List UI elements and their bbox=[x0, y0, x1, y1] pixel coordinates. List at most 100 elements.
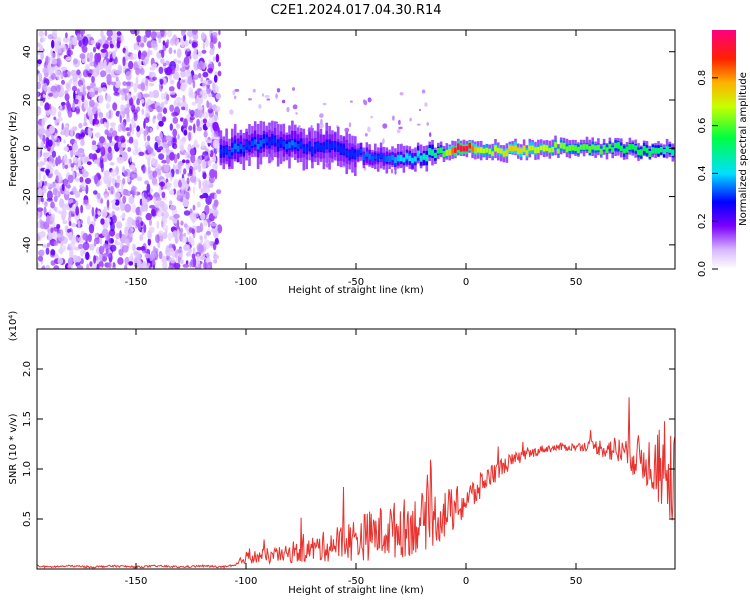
heatmap-cell bbox=[171, 142, 175, 149]
heatmap-cell bbox=[577, 146, 580, 154]
heatmap-cell bbox=[39, 44, 44, 54]
heatmap-cell bbox=[176, 229, 180, 239]
heatmap-cell bbox=[159, 78, 164, 85]
heatmap-cell bbox=[69, 78, 73, 83]
heatmap-cell bbox=[418, 109, 422, 111]
heatmap-cell bbox=[131, 203, 136, 214]
heatmap-cell bbox=[124, 94, 128, 101]
heatmap-cell bbox=[57, 111, 62, 118]
heatmap-cell bbox=[597, 144, 600, 151]
heatmap-cell bbox=[206, 121, 210, 129]
heatmap-cell bbox=[213, 242, 217, 251]
heatmap-cell bbox=[37, 262, 40, 268]
heatmap-cell bbox=[197, 263, 202, 269]
heatmap-cell bbox=[160, 58, 165, 64]
heatmap-cell bbox=[582, 144, 586, 150]
heatmap-cell bbox=[109, 162, 115, 166]
heatmap-cell bbox=[297, 125, 301, 128]
heatmap-cell bbox=[98, 245, 105, 255]
heatmap-cell bbox=[488, 148, 491, 155]
heatmap-cell bbox=[133, 139, 139, 149]
heatmap-cell bbox=[70, 163, 75, 168]
heatmap-cell bbox=[156, 124, 160, 131]
heatmap-cell bbox=[140, 36, 144, 42]
heatmap-cell bbox=[648, 151, 652, 157]
heatmap-cell bbox=[150, 40, 158, 48]
heatmap-cell bbox=[203, 239, 211, 250]
heatmap-cell bbox=[61, 122, 64, 130]
heatmap-cell bbox=[49, 125, 55, 134]
heatmap-cell bbox=[122, 81, 127, 86]
heatmap-cell bbox=[169, 123, 173, 131]
heatmap-cell bbox=[422, 153, 426, 159]
heatmap-cell bbox=[80, 30, 86, 35]
heatmap-cell bbox=[402, 157, 406, 162]
heatmap-cell bbox=[99, 266, 103, 269]
x-tick-label: 0 bbox=[463, 576, 469, 587]
heatmap-cell bbox=[70, 127, 74, 138]
heatmap-cell bbox=[574, 145, 577, 151]
spectrogram-panel: -150 -100 -50 0 50 -40 -20 0 20 40 Height of stra… bbox=[8, 29, 676, 296]
heatmap-cell bbox=[178, 169, 182, 174]
heatmap-cell bbox=[50, 227, 54, 234]
heatmap-cell bbox=[122, 88, 130, 94]
heatmap-cell bbox=[459, 145, 463, 152]
heatmap-cell bbox=[177, 60, 182, 64]
heatmap-cell bbox=[51, 213, 56, 222]
heatmap-cell bbox=[111, 202, 116, 210]
heatmap-cell bbox=[37, 106, 42, 116]
heatmap-cell bbox=[133, 42, 137, 51]
heatmap-cell bbox=[588, 146, 592, 153]
x-tick-label: -150 bbox=[125, 277, 148, 288]
heatmap-cell bbox=[97, 211, 102, 216]
heatmap-cell bbox=[122, 178, 126, 185]
heatmap-cell bbox=[218, 30, 221, 36]
heatmap-cell bbox=[640, 149, 643, 156]
heatmap-cell bbox=[462, 146, 466, 152]
heatmap-cell bbox=[170, 257, 176, 264]
heatmap-cell bbox=[416, 151, 420, 157]
heatmap-cell bbox=[392, 115, 395, 121]
heatmap-cell bbox=[124, 49, 129, 57]
heatmap-cell bbox=[91, 140, 97, 146]
heatmap-cell bbox=[124, 107, 130, 115]
heatmap-cell bbox=[37, 207, 44, 212]
heatmap-cell bbox=[213, 259, 218, 264]
heatmap-cell bbox=[150, 31, 157, 40]
heatmap-cell bbox=[54, 132, 58, 141]
heatmap-cell bbox=[80, 139, 85, 147]
heatmap-cell bbox=[93, 240, 97, 247]
heatmap-cell bbox=[611, 147, 614, 153]
heatmap-cell bbox=[122, 188, 129, 196]
heatmap-cell bbox=[212, 32, 218, 37]
heatmap-cell bbox=[159, 131, 163, 141]
heatmap-cell bbox=[158, 120, 164, 127]
heatmap-cell bbox=[132, 95, 137, 101]
heatmap-cell bbox=[176, 101, 182, 107]
heatmap-cell bbox=[214, 194, 217, 199]
heatmap-cell bbox=[186, 177, 190, 185]
heatmap-cell bbox=[316, 142, 320, 149]
heatmap-cell bbox=[120, 34, 124, 43]
heatmap-cell bbox=[185, 69, 191, 78]
heatmap-cell bbox=[103, 243, 109, 249]
heatmap-cell bbox=[183, 210, 191, 216]
spectrogram-y-axis-label: Frequency (Hz) bbox=[8, 111, 19, 187]
heatmap-cell bbox=[102, 43, 109, 49]
heatmap-cell bbox=[46, 147, 51, 152]
heatmap-cell bbox=[77, 148, 85, 154]
heatmap-cell bbox=[99, 237, 103, 245]
heatmap-cell bbox=[47, 242, 50, 248]
heatmap-cell bbox=[65, 32, 68, 39]
heatmap-cell bbox=[137, 261, 144, 269]
heatmap-cell bbox=[215, 53, 220, 63]
heatmap-cell bbox=[557, 149, 560, 154]
heatmap-cell bbox=[64, 164, 68, 169]
heatmap-cell bbox=[201, 49, 207, 54]
heatmap-cell bbox=[72, 126, 78, 131]
heatmap-cell bbox=[128, 261, 134, 266]
heatmap-cell bbox=[45, 168, 50, 175]
heatmap-cell bbox=[139, 67, 145, 76]
heatmap-cell bbox=[169, 152, 175, 161]
heatmap-cell bbox=[187, 76, 193, 85]
